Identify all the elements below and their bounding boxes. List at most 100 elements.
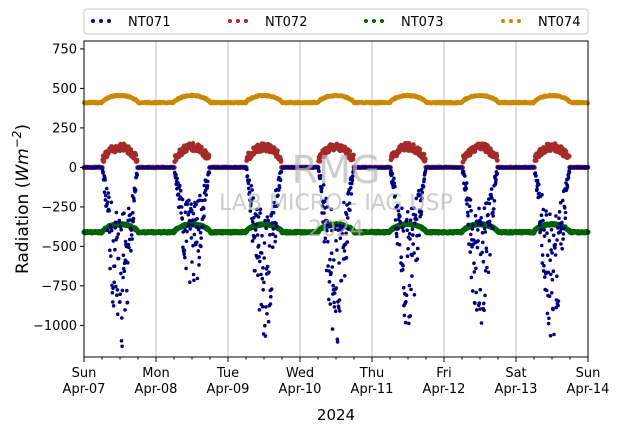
data-point [107,208,111,213]
data-point [411,242,416,246]
y-tick-label: 250 [52,121,77,136]
data-point [351,152,356,158]
data-point [189,236,194,240]
data-point [548,212,552,216]
data-point [556,299,561,303]
data-point [550,277,555,282]
data-point [263,334,268,338]
data-point [274,221,278,226]
data-point [254,222,258,227]
data-point [534,174,538,178]
data-point [119,339,124,343]
data-point [422,177,427,181]
data-point [403,320,408,325]
data-point [494,153,500,159]
data-point [267,244,272,248]
legend-marker [244,19,248,23]
data-point [247,178,252,183]
data-point [472,270,477,274]
data-point [395,234,399,239]
data-point [547,238,552,243]
data-point [347,148,353,154]
data-point [350,156,356,162]
data-point [180,197,185,202]
data-point [397,242,402,247]
data-point [187,198,191,203]
data-point [404,293,409,298]
data-point [477,301,482,306]
data-point [561,237,565,241]
data-point [404,300,408,304]
data-point [563,216,568,220]
data-point [108,248,112,253]
data-point [471,223,475,228]
data-point [333,309,338,314]
data-point [204,193,208,197]
data-point [463,174,467,178]
data-point [563,210,568,215]
data-point [465,210,470,215]
legend-label: NT071 [128,15,170,30]
data-point [182,248,187,253]
data-point [108,266,112,271]
data-point [183,255,187,260]
data-point [548,333,553,338]
data-point [422,156,428,162]
data-point [260,304,265,309]
data-point [473,213,478,218]
data-point [554,214,558,218]
data-point [559,242,563,246]
data-point [131,210,135,215]
data-point [339,278,344,283]
data-point [114,284,118,289]
data-point [262,256,267,260]
data-point [545,311,550,316]
data-point [480,222,484,227]
data-point [421,184,426,189]
data-point [267,270,271,275]
data-point [126,242,131,247]
data-point [492,199,497,203]
legend-label: NT072 [265,15,307,30]
x-tick-label: Sat Apr-13 [495,366,538,397]
data-point [461,169,466,174]
data-point [123,239,128,244]
data-point [113,220,118,225]
data-point [396,227,400,231]
data-point [273,239,278,244]
data-point [257,254,261,259]
data-point [393,184,397,189]
data-point [490,226,495,230]
data-point [118,300,122,304]
data-point [186,222,191,227]
data-point [541,218,545,223]
data-point [544,209,548,213]
data-point [125,288,129,293]
data-point [555,274,559,279]
data-point [261,266,265,270]
data-point [550,251,554,255]
data-point [103,178,107,182]
data-point [135,172,139,177]
data-point [474,290,479,295]
data-point [327,297,331,302]
data-point [407,232,412,236]
data-point [328,257,332,262]
data-point [119,271,123,276]
data-point [398,220,403,224]
legend-marker [228,19,232,23]
data-point [251,220,255,224]
data-point [279,170,284,174]
data-point [560,246,564,251]
data-point [468,198,473,202]
data-point [399,255,404,259]
y-tick-label: 750 [52,42,77,57]
data-point [118,224,123,229]
data-point [466,213,470,218]
data-point [257,308,262,312]
data-point [129,233,134,237]
data-point [566,153,572,159]
legend-label: NT073 [401,15,443,30]
data-point [478,287,483,292]
